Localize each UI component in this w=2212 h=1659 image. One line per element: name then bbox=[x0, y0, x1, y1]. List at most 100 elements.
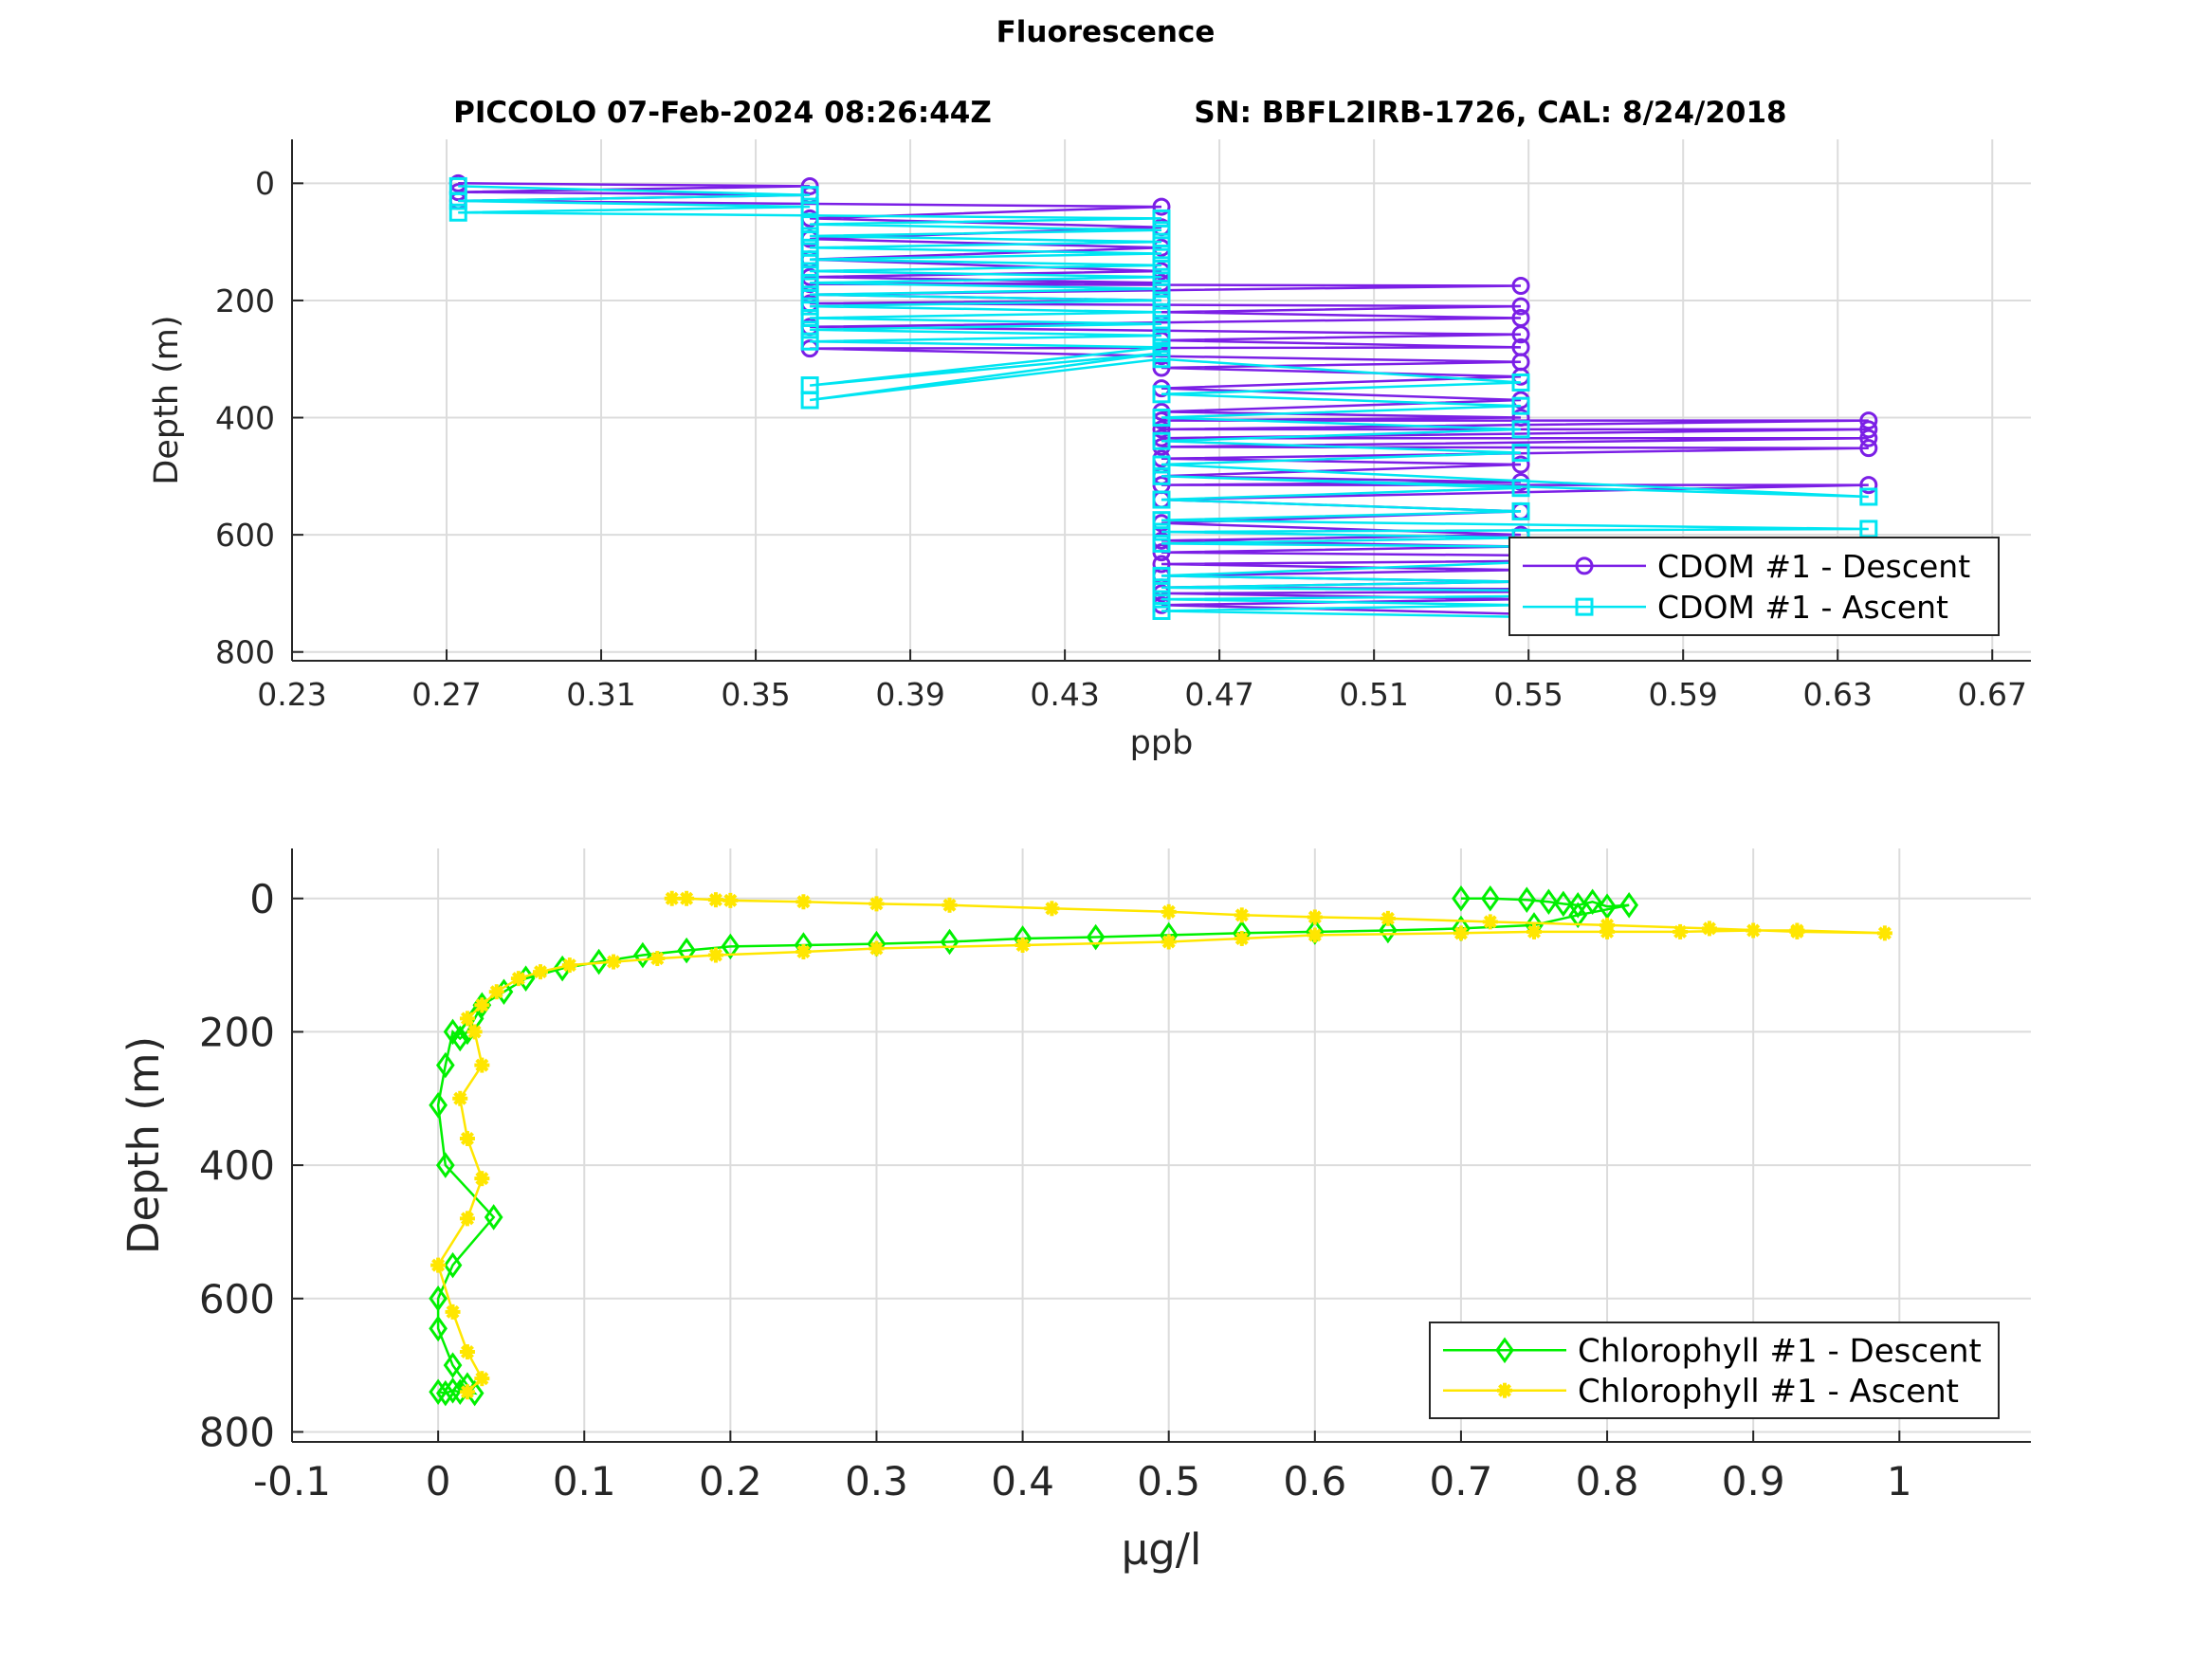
legend-marker bbox=[1575, 556, 1594, 575]
data-point bbox=[1152, 409, 1171, 428]
data-point bbox=[1511, 325, 1530, 344]
legend-label: CDOM #1 - Ascent bbox=[1657, 589, 1948, 626]
x-tick-label: 0.39 bbox=[875, 676, 944, 713]
data-point bbox=[707, 947, 723, 963]
data-point bbox=[1511, 420, 1530, 439]
data-point bbox=[1539, 888, 1559, 916]
x-tick-label: -0.1 bbox=[253, 1458, 331, 1504]
data-point bbox=[1452, 884, 1471, 912]
data-point bbox=[649, 951, 666, 967]
data-point bbox=[1152, 555, 1171, 574]
y-tick-label: 200 bbox=[215, 283, 275, 319]
data-point bbox=[1701, 921, 1717, 937]
data-point bbox=[474, 1057, 490, 1073]
data-point bbox=[452, 1090, 468, 1106]
y-tick-label: 400 bbox=[199, 1142, 275, 1189]
data-point bbox=[1307, 927, 1323, 943]
data-point bbox=[1553, 890, 1573, 918]
data-point bbox=[800, 308, 819, 327]
data-point bbox=[1859, 411, 1878, 430]
data-point bbox=[474, 1171, 490, 1187]
data-point bbox=[795, 894, 812, 910]
data-point bbox=[484, 1204, 503, 1231]
y-axis-label: Depth (m) bbox=[119, 1036, 169, 1254]
series-1 bbox=[430, 890, 1892, 1400]
data-point bbox=[1511, 297, 1530, 316]
data-point bbox=[1152, 291, 1171, 310]
figure-subtitle-left: PICCOLO 07-Feb-2024 08:26:44Z bbox=[453, 96, 992, 130]
y-tick-label: 800 bbox=[215, 634, 275, 671]
data-point bbox=[1859, 439, 1878, 458]
data-point bbox=[1379, 917, 1398, 944]
y-tick-label: 0 bbox=[255, 165, 275, 202]
data-point bbox=[800, 186, 819, 205]
data-point bbox=[1480, 884, 1500, 912]
data-point bbox=[430, 1257, 447, 1273]
data-point bbox=[800, 297, 819, 316]
data-point bbox=[1152, 302, 1171, 321]
data-point bbox=[443, 1251, 463, 1279]
x-tick-label: 0.9 bbox=[1722, 1458, 1785, 1504]
data-point bbox=[1673, 923, 1689, 939]
data-point bbox=[1086, 923, 1106, 951]
data-point bbox=[679, 890, 695, 906]
chlorophyll-panel: -0.1 0 0.1 0.2 0.3 0.4 0.5 0.6 0.7 0.8 0.9 1 0 200 400… bbox=[119, 848, 2031, 1575]
x-tick-label: 0.43 bbox=[1030, 676, 1099, 713]
x-tick-label: 1 bbox=[1887, 1458, 1912, 1504]
data-point bbox=[1511, 396, 1530, 415]
data-point bbox=[1161, 903, 1177, 920]
x-tick-label: 0.7 bbox=[1430, 1458, 1493, 1504]
figure-title: Fluorescence bbox=[996, 15, 1216, 49]
data-point bbox=[1152, 267, 1171, 286]
data-point bbox=[664, 890, 680, 906]
y-tick-label: 600 bbox=[215, 517, 275, 554]
data-point bbox=[1307, 909, 1323, 925]
data-point bbox=[1152, 280, 1171, 299]
x-tick-label: 0.63 bbox=[1802, 676, 1872, 713]
data-point bbox=[722, 892, 739, 908]
data-point bbox=[589, 948, 609, 975]
x-tick-label: 0.55 bbox=[1493, 676, 1563, 713]
data-point bbox=[1015, 937, 1031, 953]
data-point bbox=[474, 1371, 490, 1387]
data-point bbox=[1511, 409, 1530, 428]
data-point bbox=[1746, 922, 1762, 939]
data-point bbox=[1598, 893, 1617, 920]
data-point bbox=[1152, 511, 1171, 530]
data-point bbox=[1152, 326, 1171, 345]
data-point bbox=[1152, 590, 1171, 609]
data-point bbox=[800, 285, 819, 304]
x-tick-label: 0.1 bbox=[553, 1458, 616, 1504]
data-point bbox=[1152, 601, 1171, 620]
data-point bbox=[800, 250, 819, 269]
legend-label: CDOM #1 - Descent bbox=[1657, 548, 1970, 585]
data-point bbox=[459, 1344, 475, 1360]
data-point bbox=[1511, 373, 1530, 392]
x-tick-label: 0.6 bbox=[1283, 1458, 1346, 1504]
data-point bbox=[633, 941, 652, 969]
series-0 bbox=[429, 884, 1639, 1407]
data-point bbox=[1517, 886, 1537, 913]
data-point bbox=[1234, 907, 1250, 923]
data-point bbox=[450, 1025, 470, 1052]
data-point bbox=[1876, 925, 1892, 941]
data-point bbox=[1619, 892, 1639, 919]
x-tick-label: 0.27 bbox=[411, 676, 481, 713]
x-tick-label: 0.59 bbox=[1648, 676, 1717, 713]
data-point bbox=[1152, 232, 1171, 251]
data-point bbox=[1152, 431, 1171, 450]
data-point bbox=[459, 1211, 475, 1227]
y-tick-label: 600 bbox=[199, 1276, 275, 1322]
legend-label: Chlorophyll #1 - Ascent bbox=[1578, 1373, 1959, 1411]
data-point bbox=[1152, 534, 1171, 553]
legend-box bbox=[1429, 1322, 2000, 1419]
y-tick-label: 400 bbox=[215, 399, 275, 436]
data-point bbox=[800, 197, 819, 216]
data-point bbox=[429, 1378, 448, 1406]
data-point bbox=[1482, 914, 1498, 930]
data-point bbox=[1152, 221, 1171, 240]
data-point bbox=[443, 1352, 463, 1378]
x-tick-label: 0.67 bbox=[1958, 676, 2027, 713]
